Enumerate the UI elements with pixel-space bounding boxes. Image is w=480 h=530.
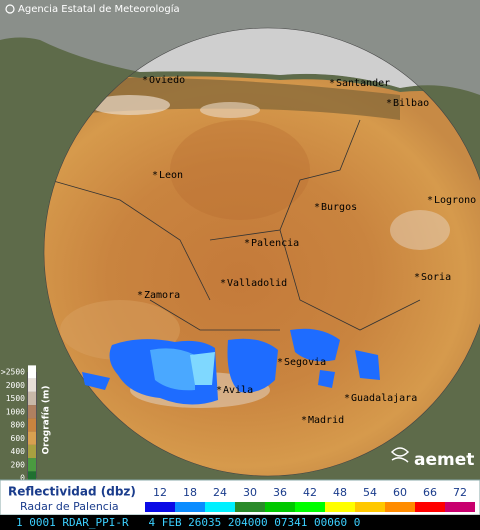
scale-label: 36 [273, 486, 287, 499]
city-marker: * [414, 272, 420, 283]
city-marker: * [137, 290, 143, 301]
city-marker: * [314, 202, 320, 213]
city-name: Palencia [251, 238, 299, 249]
agency-name: Agencia Estatal de Meteorología [18, 3, 180, 15]
scale-swatch [325, 502, 355, 512]
status-line: 1 0001 RDAR_PPI-R 4 FEB 26035 204000 073… [16, 516, 360, 529]
scale-label: 42 [303, 486, 317, 499]
scale-swatch [445, 502, 475, 512]
scale-label: 24 [213, 486, 227, 499]
scale-swatch [385, 502, 415, 512]
scale-swatch [235, 502, 265, 512]
sea-in-range [44, 28, 480, 95]
city-marker: * [329, 78, 335, 89]
reflectivity-scale: 12 18 24 30 36 42 48 54 60 66 72 [145, 486, 475, 512]
city-name: Segovia [284, 357, 326, 368]
city-name: Madrid [308, 415, 344, 426]
orography-swatch [28, 431, 36, 445]
legend-title: Reflectividad (dbz) [8, 485, 136, 499]
orography-label: 1000 [6, 407, 25, 416]
city-marker: * [220, 278, 226, 289]
scale-label: 12 [153, 486, 167, 499]
city-name: Soria [421, 272, 451, 283]
city-name: Leon [159, 170, 183, 181]
orography-label: 800 [11, 421, 26, 430]
orography-label: 2000 [6, 381, 25, 390]
orography-label: 200 [11, 460, 26, 469]
city-marker: * [152, 170, 158, 181]
city-marker: * [216, 385, 222, 396]
orography-swatch [28, 471, 36, 485]
radar-echoes [82, 328, 380, 405]
radar-name: Radar de Palencia [20, 500, 119, 513]
city-name: Burgos [321, 202, 357, 213]
city-name: Zamora [144, 290, 180, 301]
scale-swatch [205, 502, 235, 512]
city-marker: * [277, 357, 283, 368]
orography-label: 1500 [6, 394, 25, 403]
logo: aemet [390, 447, 474, 470]
scale-label: 48 [333, 486, 347, 499]
city-marker: * [301, 415, 307, 426]
scale-swatch [295, 502, 325, 512]
scale-label: 66 [423, 486, 437, 499]
orography-label: 600 [11, 434, 26, 443]
city-name: Oviedo [149, 75, 185, 86]
scale-label: 30 [243, 486, 257, 499]
orography-swatch [28, 458, 36, 472]
scale-swatch [355, 502, 385, 512]
orography-swatch [28, 391, 36, 406]
orography-title: Orografía (m) [42, 385, 52, 454]
city-marker: * [142, 75, 148, 86]
scale-swatch [265, 502, 295, 512]
city-name: Guadalajara [351, 393, 417, 404]
city-labels: * Oviedo * Santander* Bilbao* Leon* Burgos* Log… [137, 75, 476, 426]
scale-label: 54 [363, 486, 377, 499]
orography-swatch [28, 365, 36, 379]
scale-swatch [145, 502, 175, 512]
logo-text: aemet [414, 450, 474, 470]
scale-label: 60 [393, 486, 407, 499]
city-name: Avila [223, 385, 253, 396]
city-marker: * [427, 195, 433, 206]
scale-label: 72 [453, 486, 467, 499]
orography-swatch [28, 444, 36, 459]
orography-label: >2500 [1, 368, 25, 377]
city-name: Logrono [434, 195, 476, 206]
scale-swatch [175, 502, 205, 512]
status-bar [0, 515, 480, 530]
city-marker: * [344, 393, 350, 404]
orography-label: 400 [11, 447, 26, 456]
scale-swatch [415, 502, 445, 512]
city-name: Valladolid [227, 278, 287, 289]
orography-swatch [28, 418, 36, 432]
scale-label: 18 [183, 486, 197, 499]
orography-label: 0 [20, 474, 25, 483]
orography-swatch [28, 378, 36, 392]
city-name: Bilbao [393, 98, 429, 109]
agency-icon [5, 4, 15, 14]
city-marker: * [386, 98, 392, 109]
city-name: Santander [336, 78, 390, 89]
city-marker: * [244, 238, 250, 249]
orography-swatch [28, 405, 36, 419]
